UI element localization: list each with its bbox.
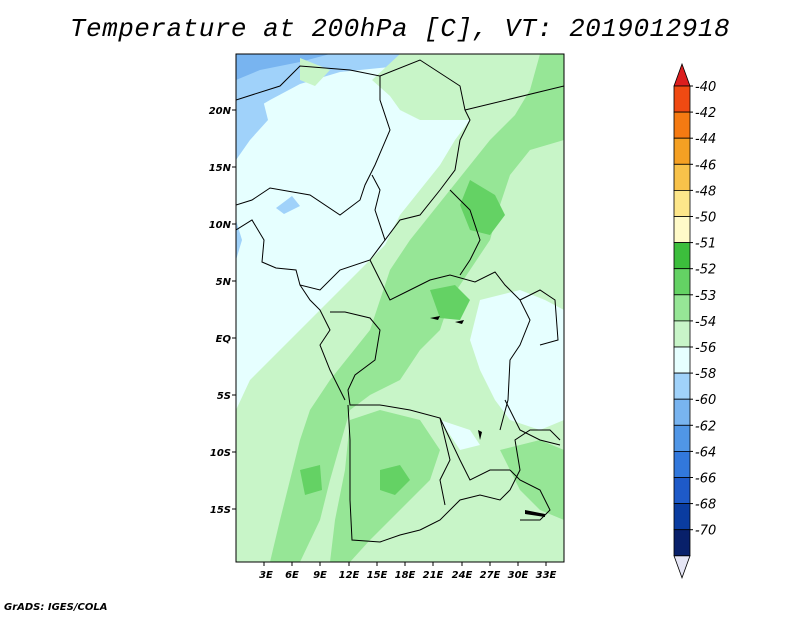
colorbar-segment [673, 346, 691, 374]
lon-label-24e: 24E [452, 570, 473, 581]
colorbar-segment [673, 189, 691, 217]
lat-label-10n: 10N [209, 220, 232, 231]
colorbar-label: -53 [695, 289, 716, 304]
country-borders [236, 59, 564, 543]
lon-label-15e: 15E [367, 570, 388, 581]
colorbar-label: -40 [695, 80, 716, 95]
colorbar-segment [673, 320, 691, 348]
colorbar-label: -56 [695, 341, 716, 356]
colorbar-segment [673, 424, 691, 452]
colorbar-segment [673, 216, 691, 244]
lon-label-27e: 27E [480, 570, 501, 581]
lat-label-5n: 5N [216, 277, 232, 288]
lon-label-33e: 33E [536, 570, 557, 581]
lat-label-15s: 15S [210, 505, 231, 516]
colorbar-label: -64 [695, 445, 716, 460]
colorbar-label: -68 [695, 498, 716, 513]
colorbar-segment [673, 477, 691, 505]
longitude-axis: 3E 6E 9E 12E 15E 18E 21E 24E 27E 30E 33E [259, 562, 557, 581]
chart-title: Temperature at 200hPa [C], VT: 201901291… [69, 14, 731, 44]
colorbar-label: -70 [695, 524, 716, 539]
colorbar-segment [673, 268, 691, 296]
map-frame [235, 53, 565, 563]
colorbar-segment [673, 294, 691, 322]
lon-label-3e: 3E [259, 570, 273, 581]
colorbar-label: -52 [695, 263, 716, 278]
colorbar-label: -54 [695, 315, 716, 330]
lon-label-21e: 21E [423, 570, 444, 581]
colorbar-segment [673, 85, 691, 113]
colorbar-segment [673, 372, 691, 400]
colorbar-segment [673, 163, 691, 191]
colorbar-label: -62 [695, 419, 716, 434]
lon-label-9e: 9E [313, 570, 327, 581]
lat-label-15n: 15N [209, 163, 232, 174]
colorbar-segment [673, 242, 691, 270]
temperature-field [236, 54, 564, 562]
colorbar-label: -44 [695, 132, 716, 147]
colorbar-label: -50 [695, 211, 716, 226]
colorbar-segment [673, 450, 691, 478]
lakes [430, 316, 545, 517]
colorbar-bottom-triangle [673, 555, 691, 579]
lon-label-6e: 6E [285, 570, 299, 581]
lon-label-12e: 12E [339, 570, 360, 581]
colorbar-segment [673, 137, 691, 165]
colorbar: -40 -42 -44 -46 -48 -50 -51 -52 -53 -54 -56 -58 -60 -… [673, 62, 716, 579]
lat-label-5s: 5S [217, 391, 231, 402]
colorbar-label: -48 [695, 184, 716, 199]
colorbar-segment [673, 111, 691, 139]
latitude-axis: 20N 15N 10N 5N EQ 5S 10S 15S [209, 106, 236, 516]
lon-label-30e: 30E [508, 570, 529, 581]
lat-label-eq: EQ [216, 334, 232, 345]
colorbar-segment [673, 529, 691, 557]
colorbar-label: -46 [695, 158, 716, 173]
colorbar-segment [673, 398, 691, 426]
lat-label-10s: 10S [210, 448, 231, 459]
colorbar-label: -66 [695, 472, 716, 487]
colorbar-label: -58 [695, 367, 716, 382]
colorbar-label: -51 [695, 237, 716, 252]
colorbar-top-triangle [673, 62, 691, 87]
colorbar-label: -60 [695, 393, 716, 408]
lon-label-18e: 18E [395, 570, 416, 581]
lat-label-20n: 20N [209, 106, 232, 117]
colorbar-segment [673, 503, 691, 531]
colorbar-label: -42 [695, 106, 716, 121]
credit-text: GrADS: IGES/COLA [4, 602, 108, 613]
